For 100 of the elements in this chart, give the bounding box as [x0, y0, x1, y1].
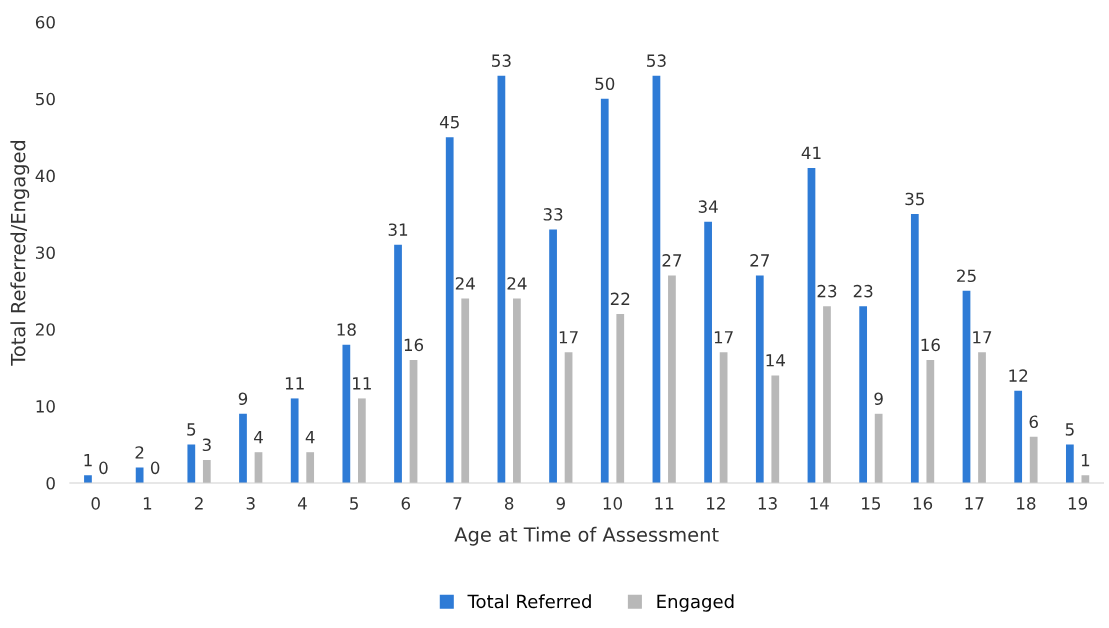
data-label: 1	[84, 454, 92, 467]
y-tick-label: 0	[46, 476, 55, 490]
x-tick-label: 19	[1068, 497, 1088, 510]
x-tick-label: 1	[143, 497, 152, 510]
data-label: 16	[404, 338, 424, 352]
bar	[445, 137, 454, 483]
x-tick-label: 5	[350, 497, 358, 510]
bar	[564, 352, 573, 483]
bar	[549, 229, 557, 483]
bar	[202, 459, 211, 483]
x-tick-label: 4	[297, 497, 307, 510]
x-tick-label: 18	[1017, 497, 1036, 510]
bar	[187, 444, 196, 483]
data-label: 53	[492, 54, 511, 67]
x-tick-label: 15	[862, 497, 881, 510]
bar	[290, 398, 299, 483]
x-tick-label: 7	[453, 497, 462, 510]
y-tick-label: 60	[35, 15, 55, 29]
bar	[704, 221, 712, 483]
bar	[719, 352, 728, 483]
data-label: 5	[1065, 423, 1074, 436]
x-tick-label: 2	[194, 497, 203, 510]
data-label: 34	[698, 200, 718, 213]
x-tick-label: 11	[655, 497, 674, 510]
bar	[652, 75, 661, 483]
bar	[823, 306, 831, 483]
bar	[239, 413, 247, 483]
bar	[1014, 390, 1023, 483]
bar	[600, 98, 609, 483]
y-tick-label: 20	[35, 323, 55, 336]
bar	[926, 360, 935, 483]
data-label: 50	[595, 77, 615, 91]
bar	[616, 313, 625, 483]
data-label: 3	[202, 438, 211, 452]
x-tick-label: 16	[913, 497, 933, 510]
data-label: 24	[507, 277, 527, 290]
data-label: 16	[921, 338, 940, 352]
bar	[962, 290, 971, 483]
bar	[1065, 444, 1074, 483]
bar	[306, 452, 315, 483]
bar	[409, 360, 418, 483]
data-label: 5	[187, 423, 196, 436]
bar	[1081, 475, 1090, 483]
data-label: 23	[853, 284, 873, 298]
bar	[135, 467, 144, 483]
data-label: 23	[817, 284, 837, 298]
bar	[807, 167, 816, 483]
data-label: 27	[750, 254, 769, 267]
data-label: 0	[99, 461, 108, 475]
y-tick-label: 40	[35, 169, 55, 183]
y-tick-label: 10	[36, 400, 55, 413]
x-tick-label: 9	[556, 497, 565, 510]
data-label: 1	[1081, 454, 1090, 467]
bar	[978, 352, 986, 483]
data-label: 17	[714, 331, 733, 344]
y-tick-label: 50	[36, 92, 55, 106]
x-tick-label: 17	[965, 497, 984, 510]
data-label: 12	[1009, 369, 1028, 382]
bar	[771, 375, 780, 483]
data-label: 41	[801, 146, 821, 159]
y-tick-label: 30	[36, 246, 55, 260]
x-axis-title: Age at Time of Assessment	[454, 526, 719, 546]
x-tick-label: 13	[758, 497, 777, 510]
bar	[357, 398, 366, 483]
data-label: 11	[285, 377, 304, 390]
x-tick-label: 0	[91, 497, 100, 510]
x-tick-label: 12	[707, 497, 725, 510]
x-tick-label: 8	[504, 497, 514, 510]
data-label: 9	[238, 392, 248, 405]
bar	[910, 214, 919, 483]
bar	[497, 75, 506, 483]
data-label: 4	[305, 431, 315, 444]
data-label: 25	[957, 269, 976, 283]
data-label: 2	[135, 446, 144, 459]
bar	[1029, 436, 1038, 483]
data-label: 33	[543, 208, 563, 221]
bar	[394, 244, 402, 483]
data-label: 17	[973, 331, 992, 344]
data-label: 22	[610, 292, 630, 305]
data-label: 45	[439, 116, 459, 129]
bar	[461, 298, 470, 483]
data-label: 24	[455, 277, 475, 290]
data-label: 53	[647, 54, 666, 67]
y-axis-title: Total Referred/Engaged	[10, 140, 30, 366]
data-label: 11	[353, 377, 371, 390]
data-label: 27	[662, 254, 682, 267]
bar	[342, 344, 351, 483]
data-label: 35	[905, 192, 924, 206]
bar	[874, 413, 883, 483]
legend-label: Total Referred	[467, 594, 591, 609]
data-label: 18	[337, 323, 356, 336]
bar	[513, 298, 521, 483]
bar	[668, 275, 676, 483]
data-label: 4	[254, 431, 263, 444]
bar	[84, 475, 92, 483]
data-label: 31	[388, 223, 408, 236]
data-label: 6	[1029, 415, 1038, 429]
bar	[859, 306, 868, 483]
x-tick-label: 3	[246, 497, 255, 510]
x-tick-label: 14	[810, 497, 829, 510]
